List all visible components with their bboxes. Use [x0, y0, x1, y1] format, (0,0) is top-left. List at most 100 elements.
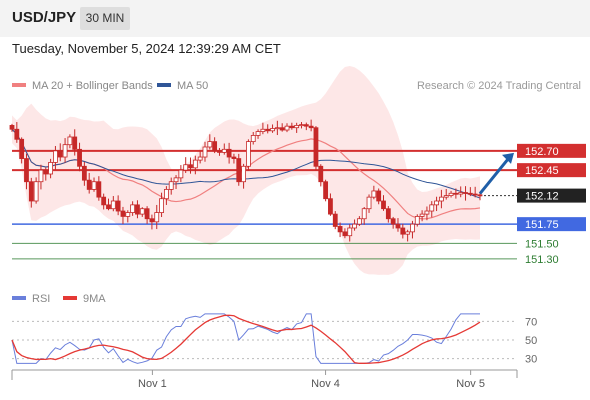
support-label: 151.50 — [525, 238, 559, 250]
current-price-label: 152.12 — [525, 191, 559, 203]
candle-body — [405, 231, 411, 235]
current-price-tag — [517, 188, 586, 203]
candle-body — [371, 190, 377, 198]
candle-body — [91, 181, 97, 190]
candle-body — [173, 177, 179, 183]
candle-body — [458, 192, 464, 195]
candle-body — [429, 204, 435, 212]
ma20-label: MA 20 + Bollinger Bands — [32, 80, 153, 92]
resistance-tag — [517, 143, 586, 158]
candle-body — [101, 196, 107, 206]
datetime-label: Tuesday, November 5, 2024 12:39:29 AM CE… — [12, 41, 281, 56]
candle-body — [390, 218, 396, 225]
candle-body — [144, 208, 150, 220]
candle-body — [270, 128, 275, 132]
forecast-arrow — [478, 152, 514, 195]
candle-body — [28, 181, 34, 202]
candle-body — [366, 196, 372, 210]
ma20-swatch-icon — [12, 83, 26, 88]
candle-body — [212, 141, 218, 152]
candle-body — [183, 164, 189, 171]
candle-body — [48, 162, 53, 175]
x-tick-label: Nov 1 — [138, 378, 167, 390]
candle-body — [323, 181, 329, 200]
candle-body — [328, 198, 333, 215]
resistance-label: 152.70 — [525, 146, 559, 158]
candle-body — [24, 158, 29, 183]
rsi-level-label: 70 — [525, 316, 537, 328]
candle-body — [318, 165, 324, 183]
candle-body — [154, 212, 160, 223]
ma50-label: MA 50 — [177, 80, 209, 92]
candle-body — [62, 144, 68, 158]
candle-body — [410, 223, 415, 233]
candle-body — [149, 218, 155, 223]
candle-body — [250, 135, 256, 143]
candle-body — [395, 223, 401, 229]
x-tick-label: Nov 5 — [456, 378, 485, 390]
candle-body — [400, 227, 406, 235]
candle-body — [424, 210, 430, 215]
candle-body — [106, 204, 111, 210]
candle-body — [332, 213, 338, 227]
rsi-line — [11, 313, 480, 364]
candle-body — [115, 200, 121, 212]
candle-body — [453, 192, 459, 195]
resistance-label: 152.45 — [525, 165, 559, 177]
rsi-swatch-icon — [12, 296, 26, 301]
9ma-swatch-icon — [63, 296, 77, 301]
candle-body — [159, 198, 164, 213]
ma50-swatch-icon — [157, 83, 171, 88]
candle-body — [463, 192, 468, 194]
candle-body — [241, 165, 246, 183]
candle-body — [352, 223, 357, 229]
candle-body — [163, 189, 169, 200]
rsi-level-label: 50 — [525, 335, 537, 347]
level-labels: 152.70 152.45 152.12 151.75 151.50 151.30 — [517, 143, 586, 266]
candle-body — [217, 150, 222, 153]
candle-body — [202, 146, 208, 158]
moving-averages — [11, 128, 481, 220]
legend-9ma: 9MA — [63, 293, 106, 305]
rsi-label: RSI — [32, 293, 51, 305]
candle-body — [19, 138, 25, 159]
candle-body — [72, 136, 78, 150]
legend-rsi: RSI — [12, 293, 50, 305]
9ma-label: 9MA — [83, 293, 106, 305]
candle-body — [265, 128, 271, 132]
candle-body — [53, 150, 58, 163]
candle-body — [467, 192, 473, 195]
candle-body — [448, 192, 454, 197]
credit-text: Research © 2024 Trading Central — [416, 80, 581, 92]
candle-body — [139, 208, 145, 215]
candle-body — [472, 193, 478, 196]
timeframe-badge[interactable]: 30 MIN — [80, 7, 130, 30]
support-label: 151.30 — [525, 254, 559, 266]
rsi-ma-line — [11, 314, 481, 364]
candle-body — [221, 148, 227, 153]
top-bar: USD/JPY 30 MIN — [0, 0, 590, 37]
candle-body — [376, 190, 382, 202]
candle-body — [192, 159, 198, 169]
candle-body — [168, 181, 174, 190]
candle-body — [43, 169, 49, 175]
candle-body — [381, 200, 386, 210]
candle-body — [81, 165, 87, 181]
candle-body — [414, 216, 420, 225]
candle-body — [347, 227, 353, 237]
candle-body — [385, 208, 391, 220]
candle-body — [188, 164, 193, 169]
candle-body — [14, 128, 20, 140]
candle-body — [439, 196, 444, 202]
candle-body — [120, 210, 126, 217]
candle-body — [231, 156, 237, 159]
candle-body — [294, 125, 300, 129]
candle-body — [260, 128, 266, 132]
candle-body — [279, 127, 285, 131]
candle-body — [77, 148, 82, 167]
candle-body — [226, 148, 232, 158]
level-lines — [12, 149, 517, 260]
candle-body — [207, 141, 213, 148]
candle-body — [67, 136, 73, 146]
